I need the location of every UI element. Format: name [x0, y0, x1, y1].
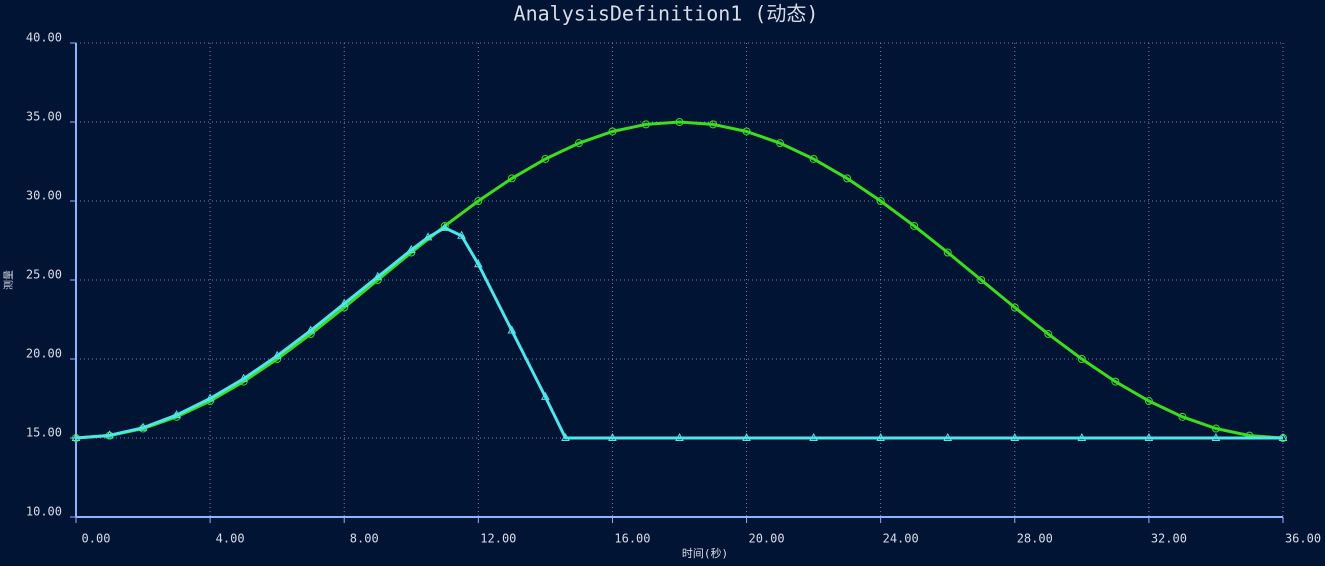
point-marker [71, 432, 81, 441]
point-marker [507, 325, 517, 334]
point-marker [574, 139, 583, 148]
point-marker [457, 230, 466, 239]
y-tick-label: 30.00 [26, 189, 62, 203]
point-marker [977, 276, 986, 284]
point-marker [641, 120, 650, 129]
point-marker [675, 118, 684, 126]
point-marker [272, 350, 282, 359]
point-marker [440, 222, 450, 231]
point-marker [1077, 355, 1086, 363]
point-marker [138, 422, 148, 431]
point-marker [910, 221, 919, 230]
point-marker [474, 197, 483, 205]
point-marker [608, 127, 617, 136]
point-marker [1010, 303, 1019, 312]
point-marker [561, 432, 570, 441]
point-marker [541, 391, 550, 400]
point-marker [507, 174, 516, 183]
point-marker [541, 154, 550, 163]
point-marker [1178, 412, 1187, 421]
series-line [75, 226, 1283, 440]
x-tick-label: 4.00 [216, 532, 245, 546]
y-axis-label: 测量 [2, 270, 15, 290]
point-marker [205, 393, 215, 402]
point-marker [373, 271, 383, 280]
point-marker [709, 120, 718, 129]
point-marker [742, 432, 751, 441]
point-marker [776, 139, 785, 148]
point-marker [843, 174, 852, 183]
point-marker [473, 259, 483, 268]
series-line [75, 120, 1284, 440]
point-marker [1144, 432, 1154, 441]
x-tick-label: 20.00 [748, 532, 784, 546]
y-tick-label: 15.00 [26, 426, 62, 440]
x-tick-label: 16.00 [614, 532, 650, 546]
x-tick-label: 24.00 [883, 532, 919, 546]
y-tick-label: 20.00 [26, 347, 62, 361]
point-marker [1278, 432, 1288, 441]
x-tick-label: 28.00 [1017, 532, 1053, 546]
x-tick-label: 12.00 [480, 532, 516, 546]
point-marker [809, 432, 818, 441]
chart-title: AnalysisDefinition1 (动态) [514, 2, 819, 26]
point-marker [1111, 377, 1120, 386]
point-marker [339, 298, 349, 307]
point-marker [423, 232, 433, 241]
y-tick-label: 10.00 [26, 505, 62, 519]
y-tick-label: 25.00 [26, 268, 62, 282]
point-marker [608, 432, 617, 441]
point-marker [306, 325, 316, 334]
point-marker [943, 248, 952, 257]
point-marker [239, 373, 248, 382]
x-tick-label: 0.00 [82, 532, 111, 546]
point-marker [172, 410, 181, 419]
point-marker [809, 154, 818, 163]
point-marker [1211, 432, 1221, 441]
y-tick-label: 40.00 [26, 31, 62, 45]
point-marker [1211, 424, 1220, 433]
point-marker [876, 432, 886, 441]
x-axis-label: 时间(秒) [682, 546, 728, 560]
point-marker [943, 432, 953, 441]
point-marker [876, 197, 885, 205]
point-marker [675, 432, 684, 441]
point-marker [406, 244, 416, 253]
point-marker [742, 127, 751, 136]
point-marker [105, 430, 114, 439]
x-tick-label: 36.00 [1285, 532, 1321, 546]
point-marker [1077, 432, 1087, 441]
x-tick-label: 32.00 [1151, 532, 1187, 546]
x-tick-label: 8.00 [350, 532, 379, 546]
point-marker [1044, 330, 1053, 339]
point-marker [1010, 432, 1020, 441]
y-tick-label: 35.00 [26, 110, 62, 124]
point-marker [1144, 397, 1153, 406]
